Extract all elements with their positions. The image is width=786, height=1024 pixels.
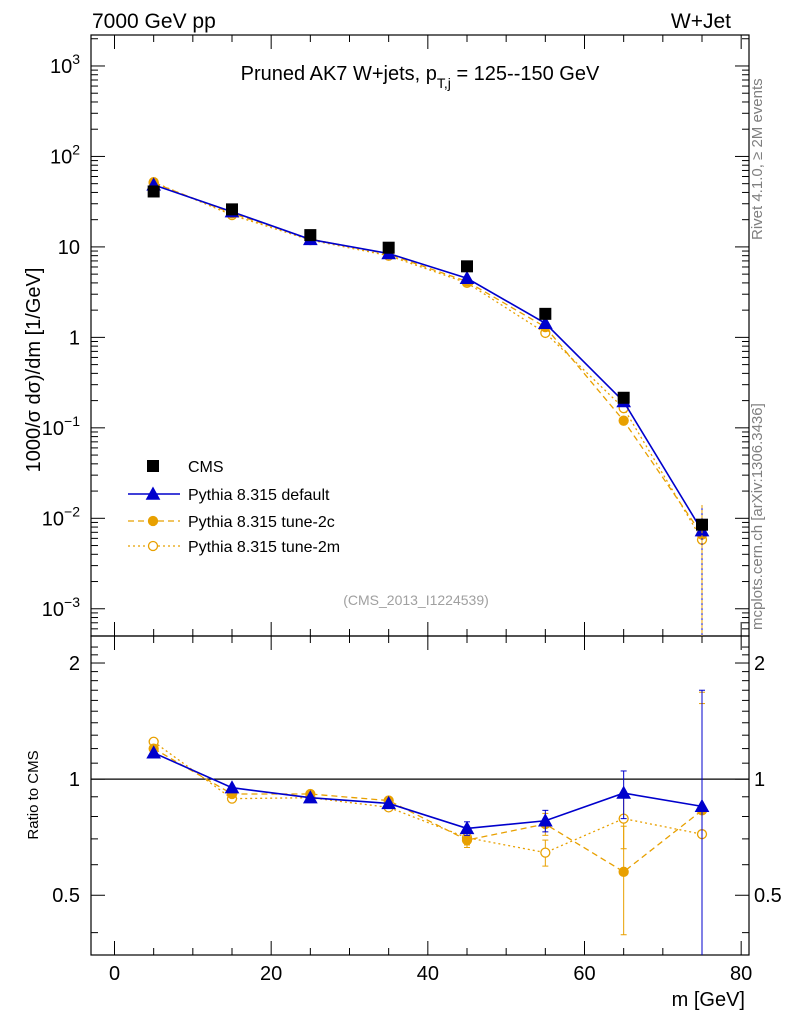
chart-title: Pruned AK7 W+jets, pT,j = 125--150 GeV xyxy=(241,63,600,91)
y-tick-label: 102 xyxy=(50,141,80,168)
x-tick-label: 40 xyxy=(417,963,439,985)
y-tick-label: 10−1 xyxy=(42,413,80,440)
ratio-axis-label: Ratio to CMS xyxy=(25,750,42,839)
ratio-point-0 xyxy=(537,813,553,827)
series-point-0 xyxy=(537,315,553,330)
legend-data-marker xyxy=(147,460,159,472)
ratio-tick-label-right: 2 xyxy=(754,653,765,675)
series-point-1 xyxy=(618,415,629,426)
series-point-0 xyxy=(459,270,475,284)
ratio-tick-label-right: 1 xyxy=(754,769,765,791)
legend-marker-0 xyxy=(145,486,161,500)
x-tick-label: 80 xyxy=(730,963,752,985)
x-tick-label: 60 xyxy=(573,963,595,985)
legend-marker-2 xyxy=(147,540,159,552)
data-point xyxy=(461,260,473,273)
y-tick-label: 10−2 xyxy=(42,503,80,530)
rivet-version-label: Rivet 4.1.0, ≥ 2M events xyxy=(749,78,766,240)
legend-label-0: Pythia 8.315 default xyxy=(188,487,330,504)
legend-label-2: Pythia 8.315 tune-2m xyxy=(188,539,340,556)
x-axis-label: m [GeV] xyxy=(672,989,745,1011)
y-axis-label: 1000/σ dσ)/dm [1/GeV] xyxy=(23,268,45,473)
ratio-tick-label: 2 xyxy=(69,653,80,675)
x-tick-label: 0 xyxy=(109,963,120,985)
ratio-line-1 xyxy=(153,748,703,873)
mcplots-reference-label: mcplots.cern.ch [arXiv:1306.3436] xyxy=(749,403,766,630)
series-line-0 xyxy=(153,184,703,532)
ratio-line-2 xyxy=(153,741,703,854)
ratio-tick-label-right: 0.5 xyxy=(754,885,782,907)
analysis-watermark: (CMS_2013_I1224539) xyxy=(343,592,489,608)
ratio-point-0 xyxy=(459,820,475,835)
header-process-label: W+Jet xyxy=(670,10,731,33)
ratio-frame xyxy=(90,635,750,956)
ratio-point-0 xyxy=(146,745,162,759)
legend-data-label: CMS xyxy=(188,459,224,476)
data-point xyxy=(617,391,630,404)
legend-marker-1 xyxy=(147,515,159,527)
ratio-tick-label: 1 xyxy=(69,769,80,791)
data-point xyxy=(147,185,160,198)
ratio-point-2 xyxy=(540,847,551,858)
ratio-point-0 xyxy=(224,780,240,794)
ratio-point-0 xyxy=(616,785,632,799)
ratio-point-0 xyxy=(381,795,397,810)
header-energy-label: 7000 GeV pp xyxy=(92,10,216,33)
series-line-1 xyxy=(153,182,703,535)
ratio-tick-label: 0.5 xyxy=(52,885,80,907)
data-point xyxy=(382,241,395,254)
x-tick-label: 20 xyxy=(260,963,282,985)
legend-label-1: Pythia 8.315 tune-2c xyxy=(188,514,335,531)
ratio-point-0 xyxy=(694,798,710,813)
y-tick-label: 1 xyxy=(69,327,80,349)
y-tick-label: 103 xyxy=(50,51,80,78)
data-point xyxy=(226,203,238,216)
ratio-point-1 xyxy=(461,834,473,846)
y-tick-label: 10 xyxy=(58,237,80,259)
ratio-panel: 2 2 1 1 0.5 0.5 xyxy=(52,635,782,956)
data-point xyxy=(696,518,708,531)
ratio-point-0 xyxy=(302,790,318,804)
ratio-line-0 xyxy=(153,752,703,830)
data-point xyxy=(539,307,552,320)
data-point xyxy=(304,229,317,242)
chart-marks: CMS Pythia 8.315 default Pythia 8.315 tune… xyxy=(128,176,710,955)
y-tick-label: 10−3 xyxy=(42,594,80,621)
ratio-point-1 xyxy=(618,866,629,877)
